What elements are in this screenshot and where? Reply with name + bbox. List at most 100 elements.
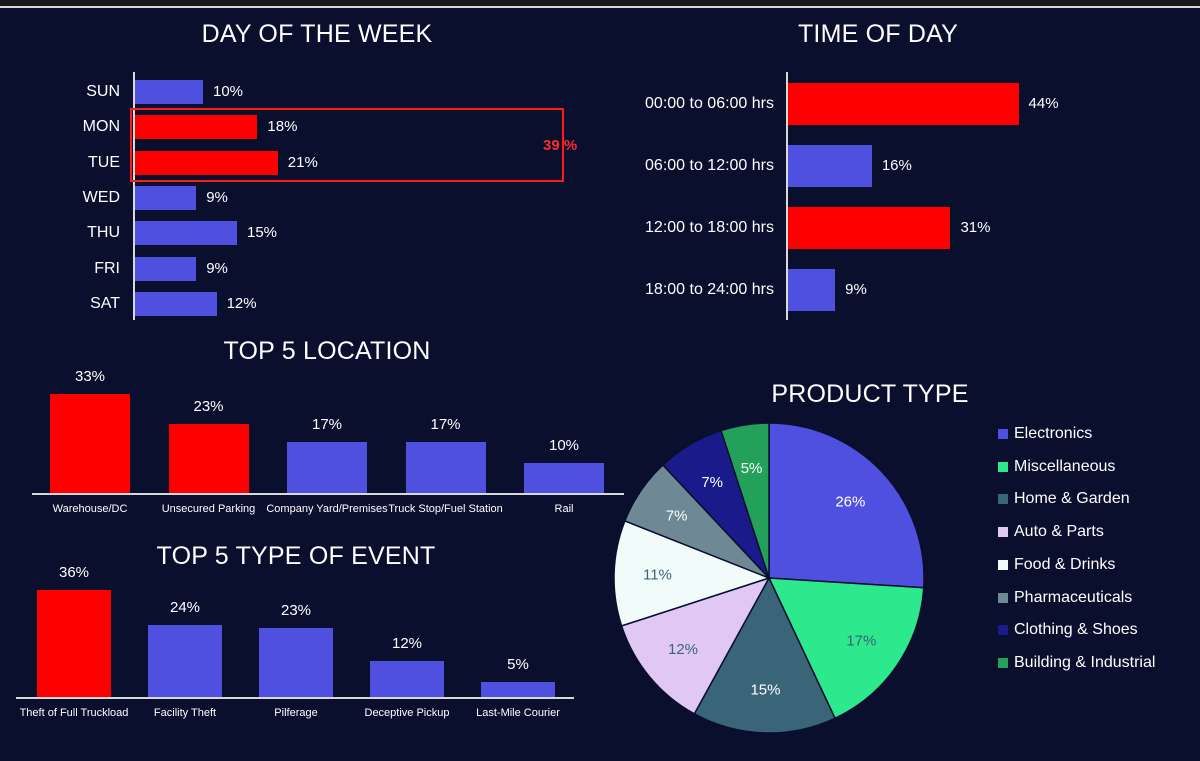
category-label-rail: Rail (554, 503, 574, 515)
value-label-unsecured-parking: 23% (193, 398, 224, 415)
pie-label-food-drinks: 11% (643, 566, 672, 583)
category-label-mon: MON (82, 118, 120, 136)
value-label-sat: 12% (226, 294, 257, 312)
value-label-facility-theft: 24% (169, 599, 201, 617)
category-label-theft-of-full-truckload: Theft of Full Truckload (19, 707, 129, 719)
bar-12-00-to-18-00-hrs (788, 207, 951, 249)
pie-label-miscellaneous: 17% (846, 633, 876, 650)
value-label-12-00-to-18-00-hrs: 31% (960, 219, 991, 236)
bar-theft-of-full-truckload (37, 589, 111, 697)
legend-label-building-industrial: Building & Industrial (1014, 653, 1156, 671)
category-label-00-00-to-06-00-hrs: 00:00 to 06:00 hrs (645, 95, 774, 112)
top-location-title: TOP 5 LOCATION (223, 337, 431, 365)
category-label-truck-stop-fuel-station: Truck Stop/Fuel Station (388, 503, 503, 515)
value-label-last-mile-courier: 5% (507, 656, 529, 674)
bar-warehouse-dc (50, 394, 130, 493)
legend-label-auto-parts: Auto & Parts (1014, 523, 1104, 541)
category-label-12-00-to-18-00-hrs: 12:00 to 18:00 hrs (645, 219, 774, 236)
bar-pilferage (259, 628, 333, 697)
pie-slice-building-industrial (720, 422, 770, 579)
category-label-warehouse-dc: Warehouse/DC (52, 503, 128, 515)
day-of-week-title: DAY OF THE WEEK (201, 20, 433, 48)
legend-swatch-electronics (998, 429, 1008, 439)
value-label-rail: 10% (548, 437, 580, 454)
legend-label-pharmaceuticals: Pharmaceuticals (1014, 588, 1133, 606)
legend-label-electronics: Electronics (1014, 425, 1093, 442)
bar-deceptive-pickup (370, 661, 444, 697)
pie-slice-home-garden (693, 576, 836, 734)
value-label-00-00-to-06-00-hrs: 44% (1028, 95, 1059, 112)
value-label-warehouse-dc: 33% (74, 368, 106, 385)
value-label-truck-stop-fuel-station: 17% (430, 416, 461, 433)
value-label-theft-of-full-truckload: 36% (58, 563, 90, 581)
pie-slice-miscellaneous (767, 577, 925, 720)
legend-item-home-garden: Home & Garden (998, 489, 1130, 509)
pie-label-electronics: 26% (835, 494, 865, 511)
legend-swatch-miscellaneous (998, 461, 1008, 472)
category-label-sat: SAT (90, 294, 120, 312)
legend-swatch-food-drinks (998, 559, 1008, 570)
pie-label-building-industrial: 5% (741, 460, 763, 477)
event-type-title: TOP 5 TYPE OF EVENT (156, 542, 436, 570)
legend-swatch-auto-parts (998, 527, 1008, 538)
value-label-pilferage: 23% (280, 602, 312, 620)
value-label-company-yard-premises: 17% (311, 416, 343, 433)
category-label-company-yard-premises: Company Yard/Premises (266, 503, 388, 515)
legend-label-home-garden: Home & Garden (1014, 490, 1130, 508)
legend-swatch-building-industrial (998, 657, 1008, 668)
legend-item-clothing-shoes: Clothing & Shoes (998, 620, 1138, 640)
legend-item-electronics: Electronics (998, 424, 1092, 444)
legend-swatch-pharmaceuticals (998, 592, 1008, 603)
value-label-mon: 18% (267, 118, 298, 136)
mon-tue-total-label: 39 % (543, 137, 578, 154)
bar-mon (135, 115, 258, 140)
bar-tue (135, 150, 278, 175)
value-label-tue: 21% (287, 153, 318, 171)
category-label-thu: THU (87, 224, 120, 242)
legend-label-clothing-shoes: Clothing & Shoes (1014, 621, 1138, 639)
top-window-edge (0, 0, 1200, 8)
x-axis-line (32, 493, 624, 495)
bar-fri (135, 256, 197, 281)
bar-company-yard-premises (287, 442, 367, 493)
legend-label-miscellaneous: Miscellaneous (1014, 457, 1116, 475)
bar-truck-stop-fuel-station (405, 442, 486, 493)
legend-item-food-drinks: Food & Drinks (998, 555, 1115, 575)
legend-item-auto-parts: Auto & Parts (998, 522, 1104, 542)
bar-sat (135, 291, 217, 316)
category-label-sun: SUN (86, 83, 120, 100)
legend-swatch-home-garden (998, 494, 1008, 505)
category-label-pilferage: Pilferage (274, 707, 318, 719)
bar-00-00-to-06-00-hrs (788, 83, 1019, 125)
y-axis-line (133, 72, 135, 320)
value-label-fri: 9% (206, 259, 228, 277)
pie-label-pharmaceuticals: 7% (666, 507, 688, 524)
pie-slice-clothing-shoes (661, 429, 770, 579)
y-axis-line (786, 72, 788, 320)
value-label-deceptive-pickup: 12% (391, 635, 423, 653)
pie-label-home-garden: 15% (750, 682, 780, 699)
category-label-last-mile-courier: Last-Mile Courier (476, 707, 560, 719)
legend-item-building-industrial: Building & Industrial (998, 653, 1155, 673)
time-of-day-title: TIME OF DAY (797, 20, 959, 48)
bar-rail (524, 463, 604, 493)
category-label-tue: TUE (88, 153, 120, 171)
value-label-wed: 9% (206, 188, 228, 206)
bar-06-00-to-12-00-hrs (788, 145, 872, 187)
bar-sun (135, 80, 203, 104)
bar-unsecured-parking (168, 424, 249, 493)
pie-label-auto-parts: 12% (668, 641, 698, 658)
category-label-fri: FRI (94, 259, 120, 277)
bar-last-mile-courier (481, 682, 555, 697)
legend-item-miscellaneous: Miscellaneous (998, 457, 1115, 477)
x-axis-line (16, 697, 574, 699)
value-label-18-00-to-24-00-hrs: 9% (845, 281, 867, 298)
mon-tue-highlight-box (130, 108, 564, 182)
category-label-unsecured-parking: Unsecured Parking (161, 503, 256, 515)
category-label-06-00-to-12-00-hrs: 06:00 to 12:00 hrs (645, 157, 774, 174)
category-label-facility-theft: Facility Theft (153, 707, 217, 719)
bar-wed (135, 185, 197, 210)
value-label-thu: 15% (247, 224, 278, 242)
bar-thu (135, 221, 237, 246)
value-label-06-00-to-12-00-hrs: 16% (881, 157, 912, 174)
